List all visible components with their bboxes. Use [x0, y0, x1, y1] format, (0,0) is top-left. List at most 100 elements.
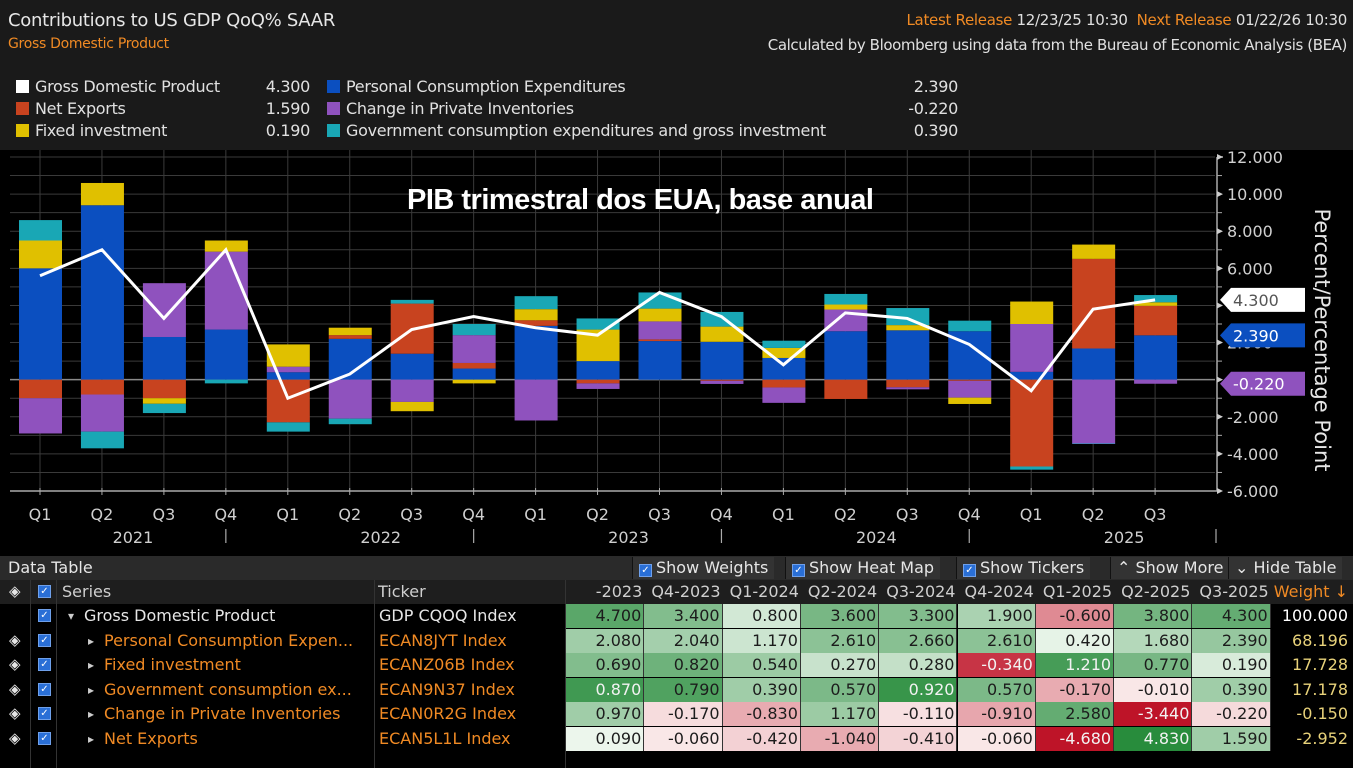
expand-arrow-icon[interactable]: ▸ — [88, 732, 95, 746]
column-header-period[interactable]: Q2-2024 — [807, 582, 878, 601]
bar-segment — [886, 325, 930, 331]
y-tick-marker — [1217, 154, 1223, 160]
row-checkbox[interactable]: ✓ — [38, 682, 51, 696]
bar-segment — [638, 292, 682, 309]
expand-arrow-icon[interactable]: ▸ — [88, 707, 95, 722]
bar-segment — [1134, 295, 1178, 303]
legend-item-net-exports[interactable]: Net Exports — [16, 99, 126, 118]
series-name[interactable]: Gross Domestic Product — [84, 606, 276, 625]
row-checkbox[interactable]: ✓ — [38, 707, 51, 721]
column-header-series[interactable]: Series — [62, 582, 112, 601]
column-header-period[interactable]: Q3-2024 — [886, 582, 956, 601]
table-row[interactable]: ◈ ✓ ▸ Change in Private Inventories ECAN0R2G… — [0, 702, 1353, 727]
x-tick-label: Q2 — [91, 505, 114, 524]
show-heat-map-toggle[interactable]: ✓ Show Heat Map — [785, 557, 941, 579]
data-table: Data Table ✓ Show Weights ✓ Show Heat Map … — [0, 556, 1353, 768]
y-tick-label: 6.000 — [1227, 259, 1273, 278]
series-name[interactable]: Fixed investment — [104, 655, 241, 675]
stacked-bar-chart[interactable]: 12.00010.0008.0006.0004.0002.0000.000-2.… — [0, 150, 1353, 555]
y-tick-marker — [1217, 450, 1223, 457]
bar-segment — [390, 353, 434, 380]
table-row[interactable]: ✓ ▾ Gross Domestic Product GDP CQOQ Index 4.… — [0, 604, 1353, 629]
table-row[interactable]: ◈ ✓ ▸ Net Exports ECAN5L1L Index 0.090 -0.060-… — [0, 727, 1353, 752]
x-tick-label: Q2 — [834, 505, 857, 524]
x-tick-label: Q1 — [524, 505, 547, 524]
column-header-period[interactable]: Q1-2025 — [1042, 582, 1113, 601]
bar-segment — [266, 366, 310, 373]
series-name[interactable]: Change in Private Inventories — [104, 704, 341, 724]
heat-cell: -3.440 — [1114, 702, 1193, 727]
move-handle-icon[interactable]: ◈ — [9, 704, 21, 723]
column-header-period[interactable]: Q1-2024 — [729, 582, 799, 601]
bar-segment — [886, 330, 930, 380]
expand-arrow-icon[interactable]: ▸ — [88, 658, 95, 673]
bar-segment — [1134, 302, 1178, 306]
heat-cell: 0.090 — [566, 727, 645, 751]
show-tickers-label: Show Tickers — [980, 558, 1085, 577]
legend-item-pce[interactable]: Personal Consumption Expenditures — [327, 77, 626, 96]
column-header-ticker[interactable]: Ticker — [378, 582, 426, 601]
column-header-period[interactable]: Q4-2023 — [651, 582, 721, 601]
bar-segment — [390, 379, 434, 402]
heat-cell: 0.790 — [644, 677, 723, 702]
collapse-arrow-icon[interactable]: ▾ — [68, 609, 75, 623]
table-row[interactable]: ◈ ✓ ▸ Government consumption ex... ECAN9N37 … — [0, 677, 1353, 703]
table-row[interactable]: ◈ ✓ ▸ Fixed investment ECANZ06B Index 0.690 0.… — [0, 653, 1353, 678]
heat-cell: 2.080 — [566, 628, 645, 653]
bar-segment — [328, 379, 372, 419]
move-handle-icon[interactable]: ◈ — [9, 655, 21, 674]
x-tick-label: Q3 — [1144, 505, 1167, 524]
move-handle-icon[interactable]: ◈ — [9, 679, 21, 698]
row-checkbox[interactable]: ✓ — [38, 609, 51, 622]
bar-segment — [514, 325, 558, 380]
series-name[interactable]: Government consumption ex... — [104, 679, 352, 699]
y-tick-marker — [1217, 413, 1223, 420]
bar-segment — [204, 329, 248, 380]
column-header-period[interactable]: -2023 — [595, 582, 643, 601]
heat-cell: 2.660 — [879, 628, 958, 653]
series-name[interactable]: Net Exports — [104, 729, 198, 748]
move-handle-icon[interactable]: ◈ — [9, 630, 21, 649]
heat-cell: 1.680 — [1114, 628, 1193, 653]
expand-arrow-icon[interactable]: ▸ — [88, 682, 95, 697]
heat-cell: 3.300 — [879, 604, 958, 628]
bar-segment — [1010, 324, 1054, 372]
column-header-period[interactable]: Q4-2024 — [964, 582, 1034, 601]
latest-release-value: 12/23/25 10:30 — [1016, 11, 1128, 29]
table-row[interactable]: ◈ ✓ ▸ Personal Consumption Expen... ECAN8JYT… — [0, 628, 1353, 654]
last-value-tag: 4.300 — [1220, 287, 1305, 312]
column-header-weight[interactable]: Weight ↓ — [1273, 582, 1348, 601]
heat-cell: 1.900 — [957, 604, 1036, 628]
y-tick-label: -4.000 — [1227, 445, 1279, 464]
chart-area[interactable]: 12.00010.0008.0006.0004.0002.0000.000-2.… — [0, 150, 1353, 555]
column-header-period[interactable]: Q3-2025 — [1199, 582, 1269, 601]
tag-value: 4.300 — [1233, 291, 1279, 310]
column-header-period[interactable]: Q2-2025 — [1121, 582, 1191, 601]
row-checkbox[interactable]: ✓ — [38, 633, 51, 647]
heat-cell: -0.220 — [1192, 702, 1271, 727]
row-checkbox[interactable]: ✓ — [38, 658, 51, 672]
move-handle-icon[interactable]: ◈ — [9, 729, 21, 747]
bar-segment — [948, 320, 992, 332]
legend-item-government[interactable]: Government consumption expenditures and … — [327, 121, 826, 140]
legend-item-inventories[interactable]: Change in Private Inventories — [327, 99, 574, 118]
expand-arrow-icon[interactable]: ▸ — [88, 633, 95, 648]
bar-segment — [1072, 443, 1116, 444]
heat-cell: 2.610 — [800, 628, 880, 653]
bar-segment — [638, 341, 682, 380]
series-name[interactable]: Personal Consumption Expen... — [104, 630, 354, 650]
legend-item-gdp[interactable]: Gross Domestic Product — [16, 77, 220, 96]
heat-cell: 1.210 — [1035, 653, 1115, 678]
hide-table-button[interactable]: ⌄ Hide Table — [1228, 557, 1343, 579]
legend-item-fixed-investment[interactable]: Fixed investment — [16, 121, 167, 140]
show-tickers-toggle[interactable]: ✓ Show Tickers — [956, 557, 1091, 579]
heat-cell: 0.920 — [879, 677, 958, 702]
show-more-button[interactable]: ⌃ Show More — [1110, 557, 1230, 579]
row-checkbox[interactable]: ✓ — [38, 732, 51, 745]
show-weights-toggle[interactable]: ✓ Show Weights — [632, 557, 775, 579]
move-handle-icon[interactable]: ◈ — [9, 582, 21, 600]
heat-cell: 2.580 — [1035, 702, 1115, 727]
legend-swatch — [16, 102, 29, 115]
select-all-checkbox[interactable]: ✓ — [38, 585, 51, 598]
heat-cell: 2.040 — [644, 628, 723, 653]
